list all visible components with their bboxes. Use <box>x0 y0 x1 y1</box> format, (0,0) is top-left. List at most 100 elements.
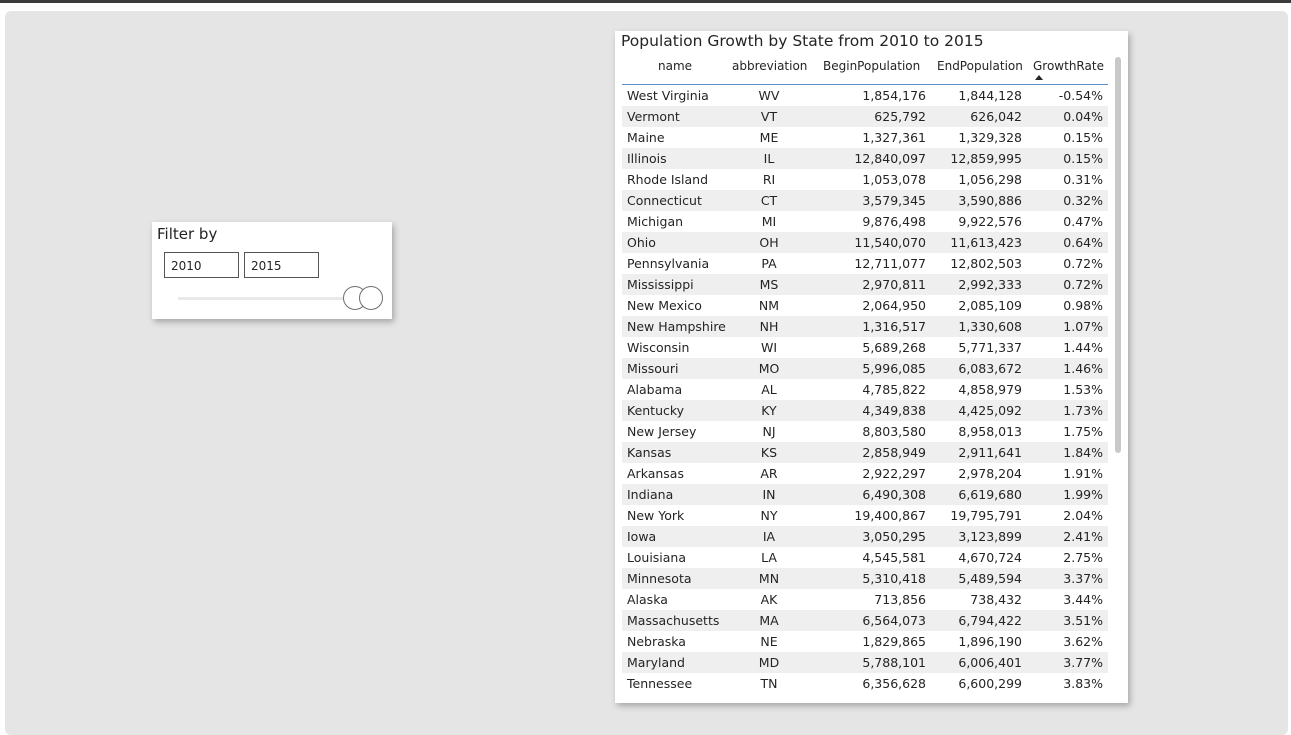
table-row[interactable]: Connecticut CT 3,579,345 3,590,886 0.32% <box>622 190 1108 211</box>
table-row[interactable]: Ohio OH 11,540,070 11,613,423 0.64% <box>622 232 1108 253</box>
cell-growth-rate: 0.98% <box>1063 298 1103 313</box>
table-row[interactable]: Missouri MO 5,996,085 6,083,672 1.46% <box>622 358 1108 379</box>
table-row[interactable]: Arkansas AR 2,922,297 2,978,204 1.91% <box>622 463 1108 484</box>
cell-begin-population: 1,854,176 <box>862 88 926 103</box>
year-range-slicer[interactable]: Filter by 2010 2015 <box>152 222 392 319</box>
cell-begin-population: 5,996,085 <box>862 361 926 376</box>
table-row[interactable]: Kentucky KY 4,349,838 4,425,092 1.73% <box>622 400 1108 421</box>
cell-abbreviation: MA <box>759 613 779 628</box>
table-row[interactable]: Michigan MI 9,876,498 9,922,576 0.47% <box>622 211 1108 232</box>
table-row[interactable]: Alabama AL 4,785,822 4,858,979 1.53% <box>622 379 1108 400</box>
slider-end-handle[interactable] <box>359 286 383 310</box>
table-header: name abbreviation BeginPopulation EndPop… <box>622 58 1108 85</box>
cell-growth-rate: 3.62% <box>1063 634 1103 649</box>
cell-begin-population: 12,840,097 <box>854 151 926 166</box>
cell-name: Missouri <box>627 361 679 376</box>
cell-begin-population: 2,922,297 <box>862 466 926 481</box>
table-row[interactable]: New Jersey NJ 8,803,580 8,958,013 1.75% <box>622 421 1108 442</box>
cell-name: Maryland <box>627 655 685 670</box>
cell-abbreviation: ME <box>759 130 779 145</box>
cell-end-population: 12,802,503 <box>950 256 1022 271</box>
vertical-scrollbar[interactable] <box>1115 57 1121 453</box>
table-row[interactable]: Maine ME 1,327,361 1,329,328 0.15% <box>622 127 1108 148</box>
cell-name: Alaska <box>627 592 668 607</box>
cell-growth-rate: 3.83% <box>1063 676 1103 691</box>
cell-name: Rhode Island <box>627 172 709 187</box>
table-row[interactable]: Illinois IL 12,840,097 12,859,995 0.15% <box>622 148 1108 169</box>
table-row[interactable]: Maryland MD 5,788,101 6,006,401 3.77% <box>622 652 1108 673</box>
cell-growth-rate: -0.54% <box>1058 88 1103 103</box>
column-header-name[interactable]: name <box>658 59 693 73</box>
cell-end-population: 3,590,886 <box>958 193 1022 208</box>
table-row[interactable]: Mississippi MS 2,970,811 2,992,333 0.72% <box>622 274 1108 295</box>
cell-growth-rate: 0.64% <box>1063 235 1103 250</box>
table-row[interactable]: Vermont VT 625,792 626,042 0.04% <box>622 106 1108 127</box>
cell-name: Michigan <box>627 214 684 229</box>
column-header-begin-population[interactable]: BeginPopulation <box>823 59 921 73</box>
table-row[interactable]: Rhode Island RI 1,053,078 1,056,298 0.31% <box>622 169 1108 190</box>
table-row[interactable]: Indiana IN 6,490,308 6,619,680 1.99% <box>622 484 1108 505</box>
cell-name: Maine <box>627 130 665 145</box>
cell-end-population: 6,619,680 <box>958 487 1022 502</box>
cell-name: New Jersey <box>627 424 697 439</box>
cell-end-population: 1,330,608 <box>958 319 1022 334</box>
range-end-input[interactable]: 2015 <box>244 252 319 278</box>
table-row[interactable]: Minnesota MN 5,310,418 5,489,594 3.37% <box>622 568 1108 589</box>
cell-begin-population: 9,876,498 <box>862 214 926 229</box>
cell-growth-rate: 0.72% <box>1063 277 1103 292</box>
slider-track[interactable] <box>178 297 368 300</box>
cell-begin-population: 1,829,865 <box>862 634 926 649</box>
table-row[interactable]: Wisconsin WI 5,689,268 5,771,337 1.44% <box>622 337 1108 358</box>
cell-growth-rate: 0.47% <box>1063 214 1103 229</box>
table-row[interactable]: Tennessee TN 6,356,628 6,600,299 3.83% <box>622 673 1108 694</box>
table-row[interactable]: West Virginia WV 1,854,176 1,844,128 -0.54% <box>622 85 1108 106</box>
cell-abbreviation: WI <box>760 340 778 355</box>
cell-abbreviation: IA <box>762 529 776 544</box>
cell-growth-rate: 0.15% <box>1063 130 1103 145</box>
cell-end-population: 11,613,423 <box>950 235 1022 250</box>
table-row[interactable]: New York NY 19,400,867 19,795,791 2.04% <box>622 505 1108 526</box>
cell-growth-rate: 1.84% <box>1063 445 1103 460</box>
cell-begin-population: 713,856 <box>874 592 926 607</box>
table-row[interactable]: Iowa IA 3,050,295 3,123,899 2.41% <box>622 526 1108 547</box>
cell-growth-rate: 0.04% <box>1063 109 1103 124</box>
table-row[interactable]: Alaska AK 713,856 738,432 3.44% <box>622 589 1108 610</box>
cell-end-population: 6,083,672 <box>958 361 1022 376</box>
cell-growth-rate: 3.44% <box>1063 592 1103 607</box>
cell-begin-population: 6,490,308 <box>862 487 926 502</box>
range-start-input[interactable]: 2010 <box>164 252 239 278</box>
cell-end-population: 6,600,299 <box>958 676 1022 691</box>
cell-end-population: 6,794,422 <box>958 613 1022 628</box>
cell-begin-population: 2,064,950 <box>862 298 926 313</box>
table-row[interactable]: Louisiana LA 4,545,581 4,670,724 2.75% <box>622 547 1108 568</box>
table-row[interactable]: Nebraska NE 1,829,865 1,896,190 3.62% <box>622 631 1108 652</box>
cell-name: Arkansas <box>627 466 684 481</box>
table-row[interactable]: Kansas KS 2,858,949 2,911,641 1.84% <box>622 442 1108 463</box>
table-row[interactable]: New Mexico NM 2,064,950 2,085,109 0.98% <box>622 295 1108 316</box>
cell-end-population: 1,896,190 <box>958 634 1022 649</box>
cell-abbreviation: IL <box>763 151 775 166</box>
cell-abbreviation: MD <box>758 655 780 670</box>
cell-growth-rate: 3.77% <box>1063 655 1103 670</box>
cell-name: New Hampshire <box>627 319 726 334</box>
cell-abbreviation: VT <box>760 109 778 124</box>
cell-growth-rate: 1.91% <box>1063 466 1103 481</box>
cell-begin-population: 1,316,517 <box>862 319 926 334</box>
cell-growth-rate: 1.44% <box>1063 340 1103 355</box>
cell-end-population: 5,771,337 <box>958 340 1022 355</box>
cell-name: Kentucky <box>627 403 685 418</box>
cell-end-population: 19,795,791 <box>950 508 1022 523</box>
table-row[interactable]: New Hampshire NH 1,316,517 1,330,608 1.07% <box>622 316 1108 337</box>
cell-end-population: 2,992,333 <box>958 277 1022 292</box>
cell-begin-population: 8,803,580 <box>862 424 926 439</box>
table-row[interactable]: Pennsylvania PA 12,711,077 12,802,503 0.72% <box>622 253 1108 274</box>
column-header-abbreviation[interactable]: abbreviation <box>732 59 808 73</box>
cell-growth-rate: 3.51% <box>1063 613 1103 628</box>
column-header-growth-rate[interactable]: GrowthRate <box>1033 59 1104 73</box>
cell-name: Vermont <box>627 109 680 124</box>
cell-growth-rate: 3.37% <box>1063 571 1103 586</box>
cell-begin-population: 3,579,345 <box>862 193 926 208</box>
column-header-end-population[interactable]: EndPopulation <box>937 59 1023 73</box>
cell-growth-rate: 1.53% <box>1063 382 1103 397</box>
table-row[interactable]: Massachusetts MA 6,564,073 6,794,422 3.51% <box>622 610 1108 631</box>
